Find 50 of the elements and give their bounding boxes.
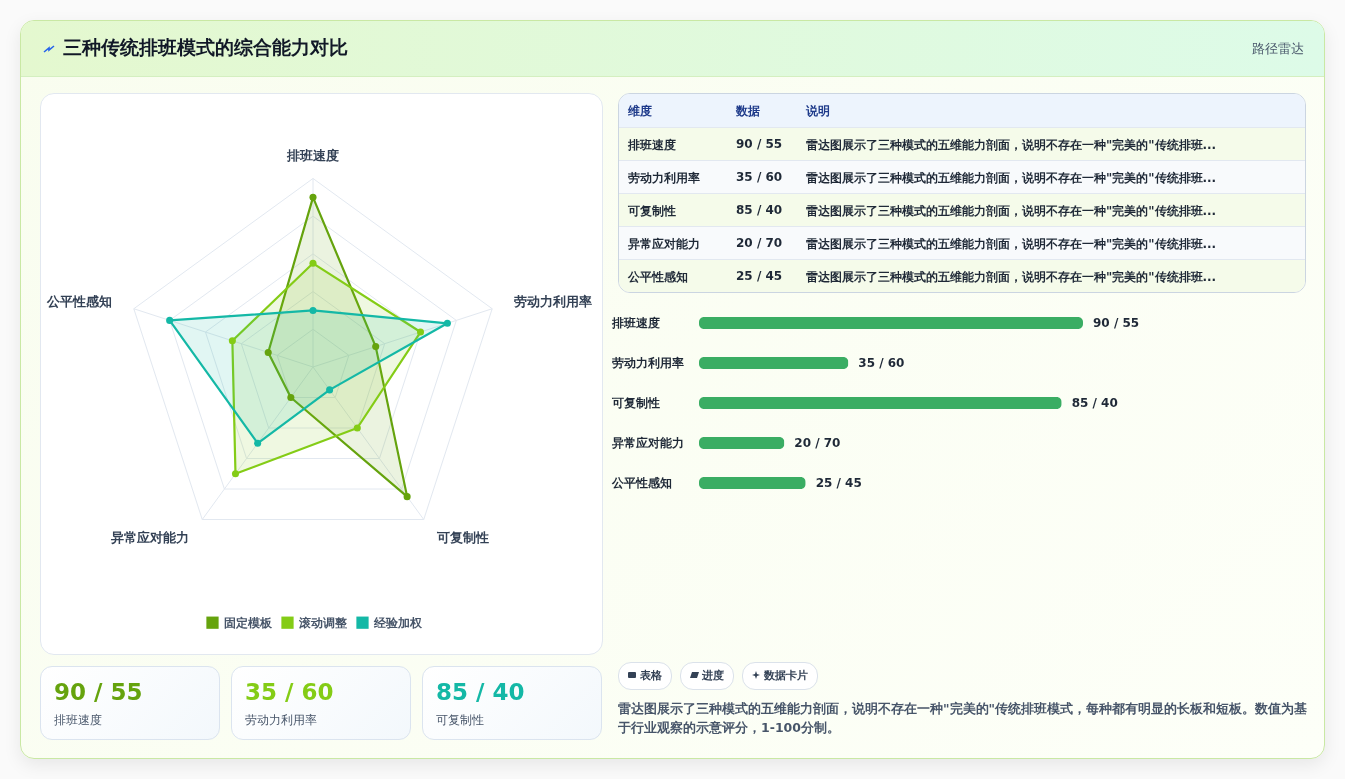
text: 说明 [806,103,830,120]
text: 三种传统排班模式的综合能力对比 [63,35,348,60]
y-tick-label: 排班速度 [610,316,660,330]
text: 进度 [680,662,734,690]
text: 雷达图展示了三种模式的五维能力剖面，说明不存在一种"完美的"传统排班... [806,203,1217,220]
text: 可复制性 [436,712,484,729]
text: 雷达图展示了三种模式的五维能力剖面，说明不存在一种"完美的"传统排班... [806,269,1217,286]
text: 85 / 40 [436,679,525,705]
spoke-label: 公平性感知 [46,293,113,309]
text: 数据卡片 [742,662,818,690]
spoke-label: 排班速度 [286,147,339,163]
y-tick-label: 公平性感知 [610,476,672,490]
spoke-label: 可复制性 [436,529,490,545]
text: 数据 [736,103,760,120]
text: 20 / 70 [736,236,783,250]
data-label: 90 / 55 [1093,316,1140,330]
bar [699,437,785,449]
text: 劳动力利用率 [245,712,317,729]
bar [699,397,1062,409]
legend-label: 固定模板 [224,615,273,630]
legend-label: 滚动调整 [298,615,348,630]
text: 雷达图展示了三种模式的五维能力剖面，说明不存在一种"完美的"传统排班... [806,137,1217,154]
spoke-label: 异常应对能力 [109,529,189,545]
bar [699,317,1083,329]
data-label: 35 / 60 [858,356,905,370]
text: 表格 [618,662,672,690]
text: 劳动力利用率 [628,170,700,187]
y-tick-label: 异常应对能力 [610,436,684,450]
text: 25 / 45 [736,269,783,283]
bar [699,477,806,489]
legend-label: 经验加权 [373,615,423,630]
text: 维度 [628,103,652,120]
data-label: 20 / 70 [794,436,841,450]
text: 35 / 60 [245,679,334,705]
text: 路径雷达 [1252,40,1304,58]
y-tick-label: 可复制性 [610,396,660,410]
spoke-label: 劳动力利用率 [513,293,592,309]
text: 异常应对能力 [628,236,700,253]
y-tick-label: 劳动力利用率 [611,356,684,370]
text: 85 / 40 [736,203,783,217]
text: 90 / 55 [736,137,783,151]
text: 排班速度 [54,712,102,729]
data-label: 85 / 40 [1071,396,1118,410]
bar [699,357,849,369]
text: 90 / 55 [54,679,143,705]
data-label: 25 / 45 [815,476,862,490]
text: 雷达图展示了三种模式的五维能力剖面，说明不存在一种"完美的"传统排班... [806,236,1217,253]
text: 雷达图展示了三种模式的五维能力剖面，说明不存在一种"完美的"传统排班... [806,170,1217,187]
text: 35 / 60 [736,170,783,184]
text: 雷达图展示了三种模式的五维能力剖面，说明不存在一种"完美的"传统排班模式，每种都有明显的长板和短板。数值为基于行业观察的示意评分，1-100分制。 [618,700,1308,737]
